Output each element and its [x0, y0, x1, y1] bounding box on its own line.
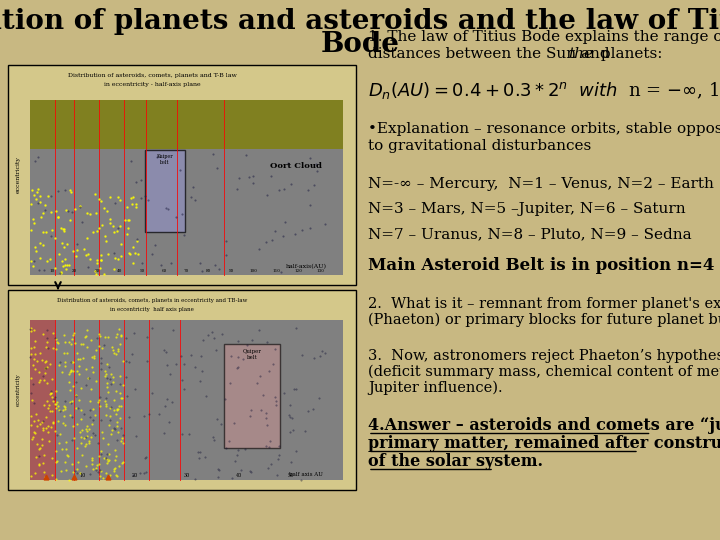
Text: $D_n(AU) = 0.4 + 0.3*2^n$  $\mathit{with}$  n = $-\infty$, 1, 2, 3,...: $D_n(AU) = 0.4 + 0.3*2^n$ $\mathit{with}… — [368, 80, 720, 101]
Text: the: the — [568, 47, 593, 61]
Text: 100: 100 — [250, 269, 258, 273]
Text: Jupiter influence).: Jupiter influence). — [368, 381, 503, 395]
Text: primary matter, remained after construction: primary matter, remained after construct… — [368, 435, 720, 452]
Text: 30: 30 — [94, 269, 99, 273]
Text: half axis AU: half axis AU — [289, 472, 323, 477]
Text: 2.  What is it – remnant from former planet's explosion: 2. What is it – remnant from former plan… — [368, 297, 720, 311]
Text: 1. The law of Titius Bode explains the range of: 1. The law of Titius Bode explains the r… — [368, 30, 720, 44]
Text: N=3 – Mars, N=5 –Jupiter, N=6 – Saturn: N=3 – Mars, N=5 –Jupiter, N=6 – Saturn — [368, 202, 685, 216]
Text: to gravitational disturbances: to gravitational disturbances — [368, 139, 591, 153]
Text: 30: 30 — [184, 473, 189, 478]
Text: 50: 50 — [288, 473, 294, 478]
Text: 3.  Now, astronomers reject Phaeton’s hypothesis: 3. Now, astronomers reject Phaeton’s hyp… — [368, 349, 720, 363]
Text: Location of planets and asteroids and the law of Titius-: Location of planets and asteroids and th… — [0, 8, 720, 35]
FancyArrowPatch shape — [55, 282, 60, 288]
Text: •Explanation – resonance orbits, stable opposite: •Explanation – resonance orbits, stable … — [368, 122, 720, 136]
Text: Oort Cloud: Oort Cloud — [270, 162, 322, 170]
Text: 4.Answer – asteroids and comets are “junk” of: 4.Answer – asteroids and comets are “jun… — [368, 417, 720, 434]
Text: Bode: Bode — [320, 31, 400, 58]
Text: of the solar system.: of the solar system. — [368, 453, 543, 470]
Text: 80: 80 — [206, 269, 212, 273]
Text: N=7 – Uranus, N=8 – Pluto, N=9 – Sedna: N=7 – Uranus, N=8 – Pluto, N=9 – Sedna — [368, 227, 692, 241]
Text: 10: 10 — [79, 473, 86, 478]
Text: Quiper
belt: Quiper belt — [243, 349, 261, 360]
FancyBboxPatch shape — [8, 65, 356, 285]
Text: planets:: planets: — [596, 47, 662, 61]
Text: 110: 110 — [272, 269, 280, 273]
Text: 90: 90 — [228, 269, 234, 273]
Text: Distribution of asteroids, comets, planets in eccentricity and TB-law: Distribution of asteroids, comets, plane… — [57, 298, 247, 303]
Text: 20: 20 — [72, 269, 77, 273]
Text: 70: 70 — [184, 269, 189, 273]
Text: eccentricity: eccentricity — [16, 374, 20, 407]
Text: (Phaeton) or primary blocks for future planet building?: (Phaeton) or primary blocks for future p… — [368, 313, 720, 327]
Text: Kuiper
belt: Kuiper belt — [157, 154, 174, 165]
Text: eccentricity: eccentricity — [16, 157, 20, 193]
FancyBboxPatch shape — [30, 320, 343, 480]
Text: 20: 20 — [131, 473, 138, 478]
Text: 50: 50 — [139, 269, 145, 273]
FancyBboxPatch shape — [30, 320, 55, 480]
FancyBboxPatch shape — [8, 290, 356, 490]
Text: 10: 10 — [50, 269, 55, 273]
Text: in eccentricity  half axis plane: in eccentricity half axis plane — [110, 307, 194, 312]
Text: 40: 40 — [117, 269, 122, 273]
Text: in eccentricity - half-axis plane: in eccentricity - half-axis plane — [104, 82, 200, 87]
Text: 130: 130 — [317, 269, 325, 273]
FancyBboxPatch shape — [30, 100, 343, 149]
FancyBboxPatch shape — [30, 100, 343, 275]
Text: N=-∞ – Mercury,  N=1 – Venus, N=2 – Earth: N=-∞ – Mercury, N=1 – Venus, N=2 – Earth — [368, 177, 714, 191]
Text: 40: 40 — [235, 473, 242, 478]
FancyBboxPatch shape — [224, 344, 280, 448]
Text: Distribution of asteroids, comets, planets and T-B law: Distribution of asteroids, comets, plane… — [68, 73, 236, 78]
Text: half-axis(AU): half-axis(AU) — [286, 265, 326, 269]
Text: 60: 60 — [161, 269, 167, 273]
FancyBboxPatch shape — [145, 150, 185, 232]
Text: (deficit summary mass, chemical content of meteorites,: (deficit summary mass, chemical content … — [368, 365, 720, 380]
Text: Main Asteroid Belt is in position n=4 exactly.: Main Asteroid Belt is in position n=4 ex… — [368, 257, 720, 274]
Text: 120: 120 — [294, 269, 302, 273]
Text: distances between the Sun and: distances between the Sun and — [368, 47, 614, 61]
